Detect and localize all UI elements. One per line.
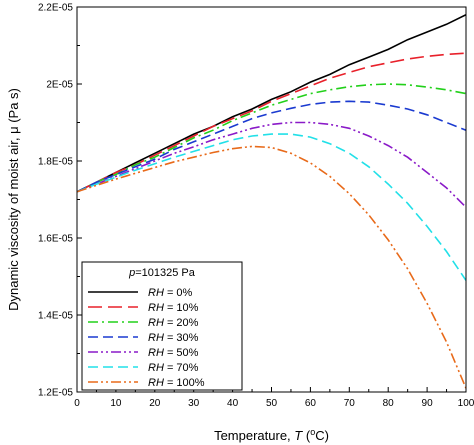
x-tick-label: 90 [422, 398, 434, 409]
y-tick-label: 1.6E-05 [38, 234, 73, 245]
y-tick-label: 1.8E-05 [38, 157, 73, 168]
y-axis-title: Dynamic viscosity of moist air, μ (Pa s) [6, 88, 21, 311]
x-tick-label: 70 [344, 398, 356, 409]
legend-title: p=101325 Pa [128, 267, 196, 279]
x-tick-label: 60 [305, 398, 317, 409]
y-tick-label: 1.2E-05 [38, 388, 73, 399]
x-tick-label: 10 [110, 398, 122, 409]
series-line-0 [77, 13, 466, 193]
x-tick-label: 100 [458, 398, 474, 409]
legend-label-0: RH = 0% [148, 287, 193, 299]
series-line-1 [77, 52, 466, 193]
x-tick-label: 40 [227, 398, 239, 409]
x-tick-label: 0 [74, 398, 80, 409]
series-line-4 [77, 121, 466, 208]
y-tick-label: 1.4E-05 [38, 311, 73, 322]
x-axis-title: Temperature, T (oC) [214, 427, 329, 443]
x-tick-label: 50 [266, 398, 278, 409]
legend-box [81, 261, 243, 391]
x-tick-label: 30 [188, 398, 200, 409]
series-line-3 [77, 100, 466, 193]
legend: p=101325 Pa RH = 0% RH = 10% RH = 20% RH = 3… [81, 261, 243, 391]
legend-label-5: RH = 70% [148, 362, 199, 374]
legend-label-3: RH = 30% [148, 332, 199, 344]
plot-area [77, 13, 466, 389]
x-tick-label: 20 [149, 398, 161, 409]
y-tick-label: 2E-05 [46, 80, 73, 91]
y-tick-label: 2.2E-05 [38, 3, 73, 14]
legend-label-4: RH = 50% [148, 347, 199, 359]
legend-label-6: RH = 100% [148, 377, 205, 389]
series-line-6 [77, 145, 466, 389]
x-tick-label: 80 [383, 398, 395, 409]
legend-label-2: RH = 20% [148, 317, 199, 329]
series-line-5 [77, 133, 466, 281]
legend-label-1: RH = 10% [148, 302, 199, 314]
series-line-2 [77, 83, 466, 193]
axis-ticks: 0 10 20 30 40 50 60 70 80 90 100 1.2E-05 1.4E-05 1.6E… [38, 3, 474, 410]
